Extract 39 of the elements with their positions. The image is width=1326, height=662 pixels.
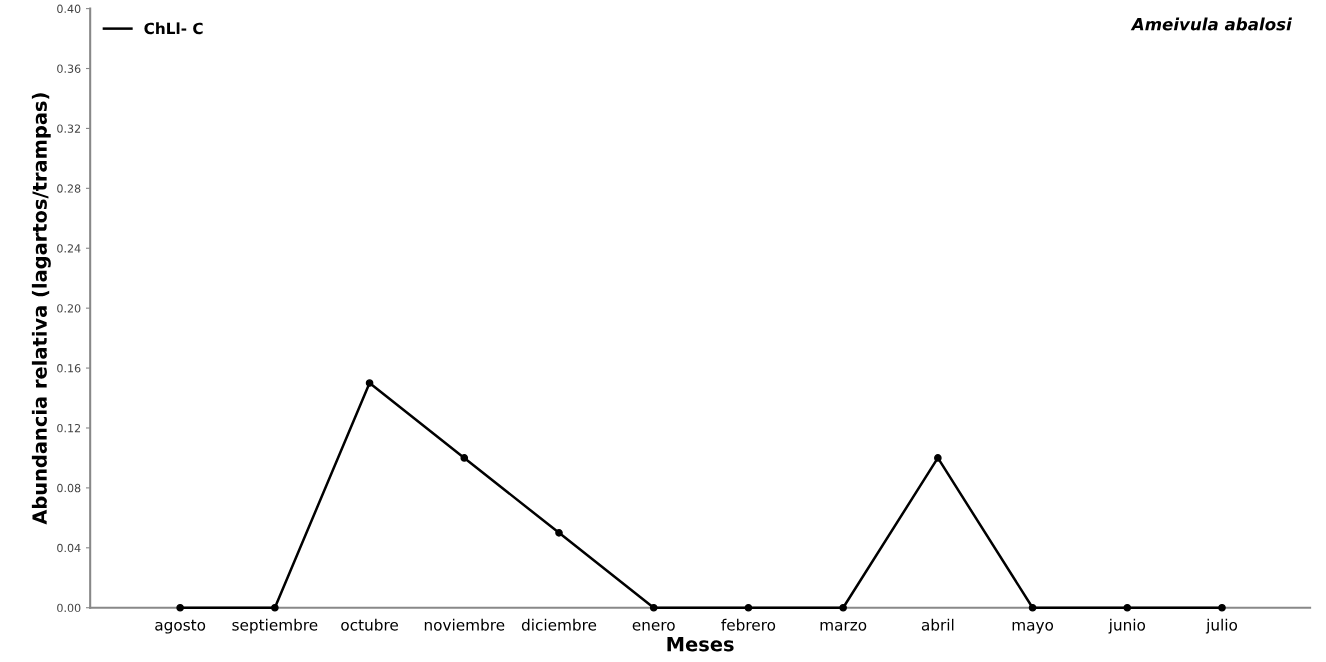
x-tick-label: octubre — [341, 618, 398, 631]
x-tick-label: marzo — [820, 621, 867, 631]
y-tick-label: 0.00 — [57, 603, 81, 613]
point — [1218, 603, 1226, 612]
x-axis-title: Meses — [667, 636, 734, 652]
point — [555, 529, 563, 537]
point — [1123, 603, 1132, 612]
x-tick-label: septiembre — [232, 618, 318, 634]
x-tick-label: julio — [1205, 618, 1238, 634]
y-tick-label: 0.12 — [57, 423, 81, 433]
y-axis-title: Abundancia relativa (lagartos/trampas) — [31, 93, 51, 525]
y-tick-label: 0.28 — [57, 184, 81, 193]
y-tick-label: 0.04 — [57, 543, 81, 553]
x-tick-label: febrero — [721, 618, 776, 631]
point — [839, 603, 847, 612]
x-tick-label: mayo — [1012, 621, 1054, 634]
x-tick-label: diciembre — [521, 618, 597, 631]
chart-title: Ameivula abalosi — [1130, 17, 1292, 31]
y-tick-label: 0.36 — [57, 64, 81, 73]
point — [176, 603, 184, 612]
y-tick-label: 0.08 — [57, 483, 81, 493]
legend-label: ChLl- C — [144, 22, 203, 35]
point — [649, 603, 658, 612]
y-tick-label: 0.20 — [57, 304, 81, 313]
y-tick-label: 0.32 — [57, 124, 81, 133]
y-tick-label: 0.24 — [57, 244, 81, 253]
x-tick-label: junio — [1108, 618, 1146, 634]
y-tick-label: 0.16 — [57, 364, 81, 373]
point — [460, 454, 469, 462]
x-tick-label: agosto — [155, 619, 206, 634]
point — [271, 603, 279, 612]
x-tick-label: abril — [921, 618, 954, 631]
point — [934, 454, 942, 462]
point — [365, 379, 374, 387]
y-tick-label: 0.40 — [57, 4, 81, 13]
point — [1028, 603, 1037, 612]
point — [744, 603, 753, 612]
x-tick-label: noviembre — [424, 618, 505, 631]
x-tick-label: enero — [632, 621, 675, 631]
